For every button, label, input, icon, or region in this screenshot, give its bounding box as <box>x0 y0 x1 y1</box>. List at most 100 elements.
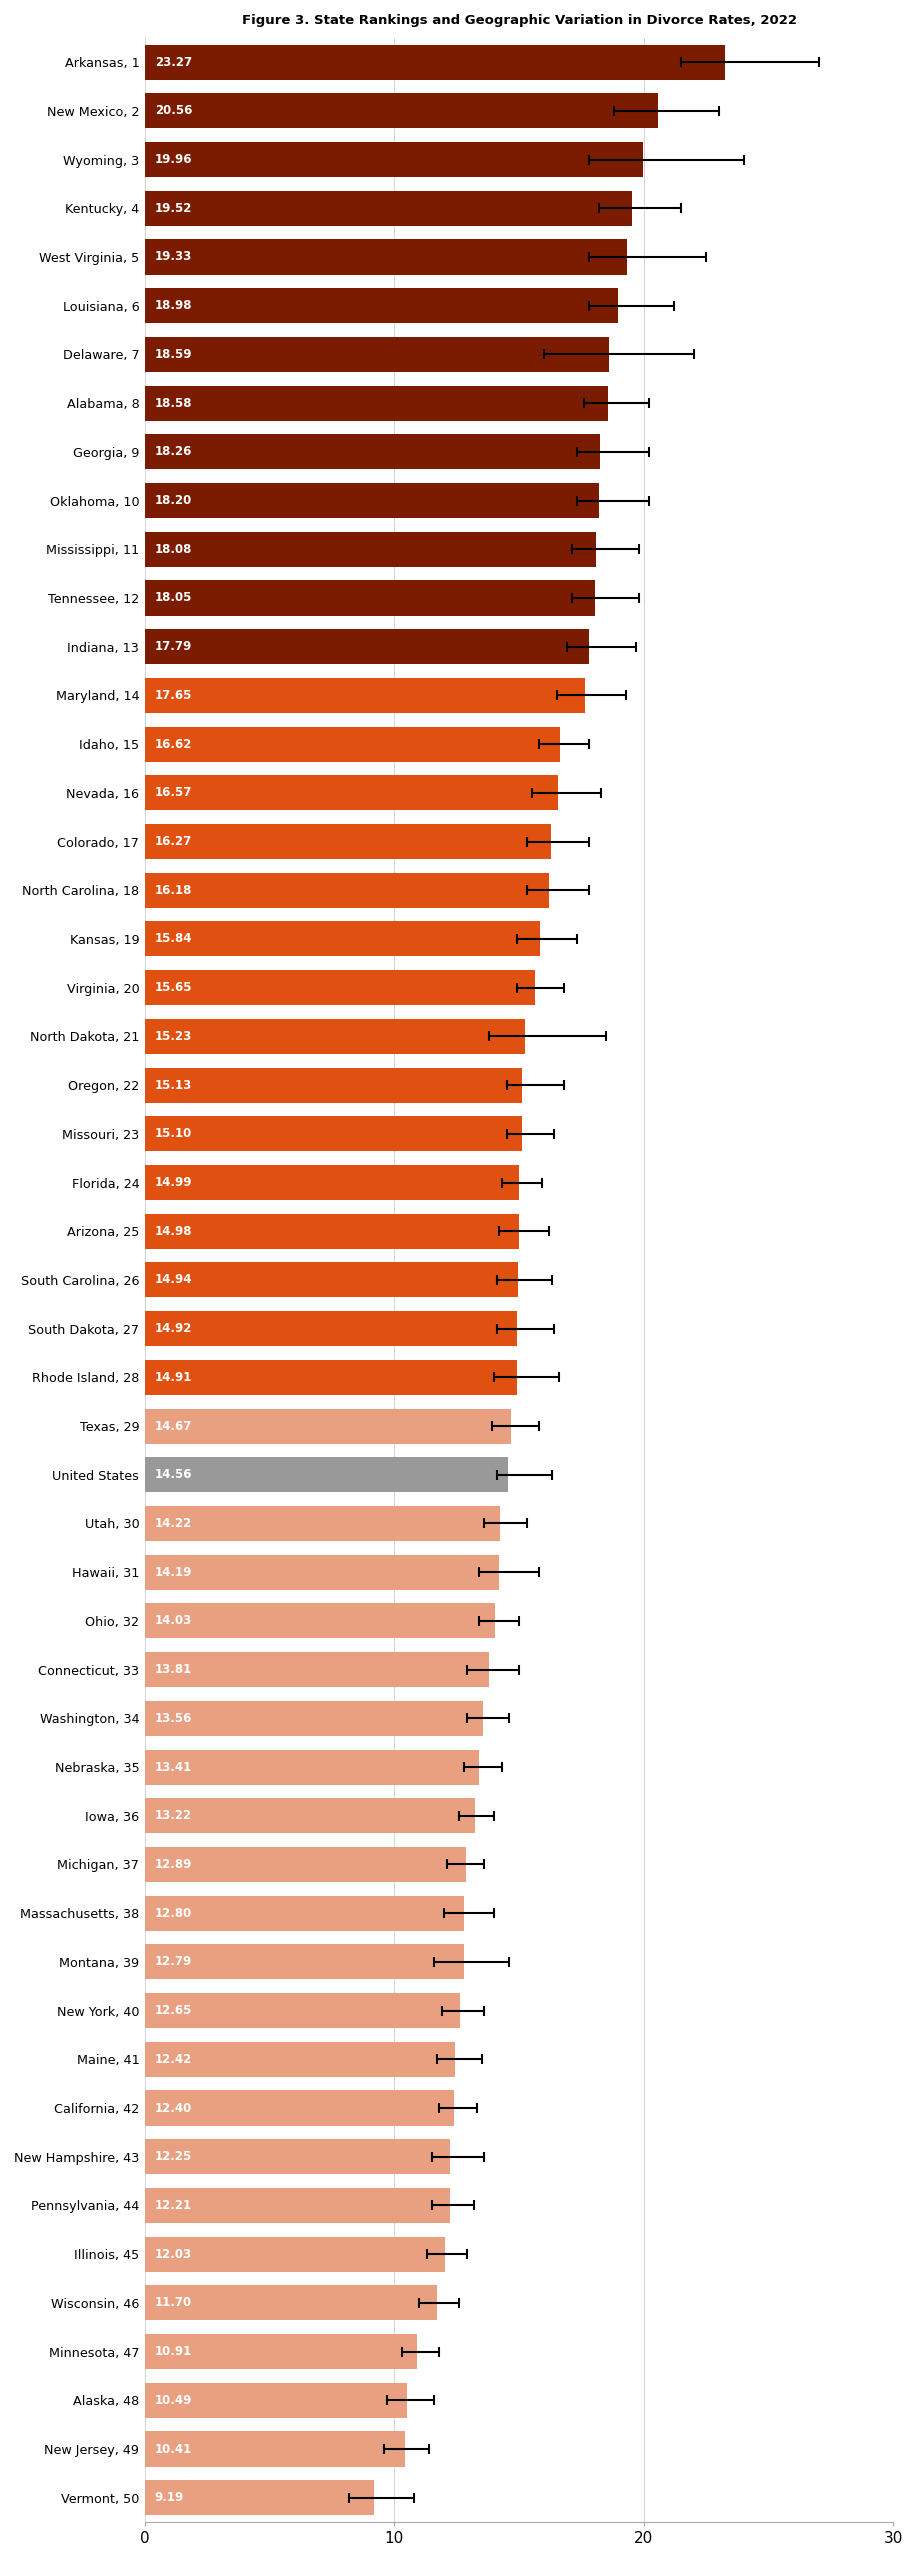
Text: 12.65: 12.65 <box>155 2004 193 2017</box>
Title: Figure 3. State Rankings and Geographic Variation in Divorce Rates, 2022: Figure 3. State Rankings and Geographic … <box>241 13 797 28</box>
Bar <box>145 141 643 177</box>
Bar <box>145 1700 483 1736</box>
Text: 12.21: 12.21 <box>155 2199 192 2212</box>
Bar <box>145 1165 519 1201</box>
Bar <box>145 1408 511 1444</box>
Bar <box>145 1505 500 1541</box>
Text: 10.49: 10.49 <box>155 2394 193 2406</box>
Bar <box>145 2481 374 2516</box>
Text: 15.84: 15.84 <box>155 932 193 945</box>
Text: 14.92: 14.92 <box>155 1321 193 1336</box>
Text: 18.26: 18.26 <box>155 445 193 458</box>
Text: 18.08: 18.08 <box>155 543 193 556</box>
Bar <box>145 44 725 79</box>
Bar <box>145 776 558 812</box>
Text: 15.23: 15.23 <box>155 1029 192 1042</box>
Bar <box>145 289 618 323</box>
Text: 13.56: 13.56 <box>155 1713 193 1725</box>
Text: 14.03: 14.03 <box>155 1615 192 1628</box>
Bar <box>145 2140 450 2173</box>
Bar <box>145 1213 519 1249</box>
Text: 14.98: 14.98 <box>155 1224 193 1236</box>
Text: 12.03: 12.03 <box>155 2248 192 2260</box>
Bar <box>145 581 595 614</box>
Text: 14.56: 14.56 <box>155 1469 193 1482</box>
Bar <box>145 2043 455 2076</box>
Bar <box>145 678 585 712</box>
Bar <box>145 92 657 128</box>
Bar <box>145 338 609 371</box>
Text: 17.79: 17.79 <box>155 640 192 653</box>
Bar <box>145 387 609 420</box>
Text: 16.27: 16.27 <box>155 835 192 847</box>
Text: 20.56: 20.56 <box>155 105 193 118</box>
Text: 9.19: 9.19 <box>155 2491 184 2504</box>
Bar <box>145 1748 480 1784</box>
Bar <box>145 192 632 225</box>
Text: 10.41: 10.41 <box>155 2442 192 2455</box>
Text: 15.13: 15.13 <box>155 1078 192 1091</box>
Bar <box>145 630 589 663</box>
Text: 12.40: 12.40 <box>155 2102 192 2115</box>
Bar <box>145 1359 517 1395</box>
Text: 14.91: 14.91 <box>155 1370 193 1385</box>
Bar <box>145 727 559 763</box>
Bar <box>145 2237 445 2271</box>
Bar <box>145 2432 404 2465</box>
Bar <box>145 241 627 274</box>
Bar <box>145 1797 475 1833</box>
Bar <box>145 1946 464 1979</box>
Bar <box>145 1457 508 1492</box>
Text: 18.98: 18.98 <box>155 300 193 312</box>
Bar <box>145 1554 499 1590</box>
Bar <box>145 1994 460 2028</box>
Bar <box>145 2286 436 2319</box>
Bar <box>145 1019 525 1055</box>
Text: 12.80: 12.80 <box>155 1907 192 1920</box>
Text: 14.19: 14.19 <box>155 1567 193 1580</box>
Text: 13.81: 13.81 <box>155 1664 192 1677</box>
Text: 12.89: 12.89 <box>155 1859 193 1871</box>
Text: 19.96: 19.96 <box>155 154 193 166</box>
Bar <box>145 1894 464 1930</box>
Text: 14.22: 14.22 <box>155 1518 192 1531</box>
Text: 14.99: 14.99 <box>155 1175 193 1188</box>
Bar <box>145 435 601 468</box>
Text: 12.79: 12.79 <box>155 1956 192 1969</box>
Bar <box>145 922 540 957</box>
Text: 19.33: 19.33 <box>155 251 192 264</box>
Text: 13.22: 13.22 <box>155 1810 192 1823</box>
Text: 14.67: 14.67 <box>155 1421 193 1434</box>
Text: 15.65: 15.65 <box>155 980 193 993</box>
Text: 17.65: 17.65 <box>155 689 193 701</box>
Text: 18.20: 18.20 <box>155 494 192 507</box>
Text: 18.58: 18.58 <box>155 397 193 410</box>
Text: 14.94: 14.94 <box>155 1272 193 1288</box>
Bar <box>145 1651 490 1687</box>
Text: 18.05: 18.05 <box>155 591 193 604</box>
Text: 18.59: 18.59 <box>155 348 193 361</box>
Text: 10.91: 10.91 <box>155 2345 192 2358</box>
Text: 12.42: 12.42 <box>155 2053 192 2066</box>
Bar <box>145 1068 523 1103</box>
Text: 16.18: 16.18 <box>155 883 193 896</box>
Text: 11.70: 11.70 <box>155 2296 192 2309</box>
Bar <box>145 2189 449 2222</box>
Bar <box>145 2383 406 2417</box>
Bar <box>145 2092 454 2125</box>
Bar <box>145 2335 417 2368</box>
Text: 15.10: 15.10 <box>155 1126 192 1139</box>
Bar <box>145 970 536 1006</box>
Bar <box>145 1116 522 1152</box>
Bar <box>145 1603 495 1638</box>
Bar <box>145 1262 517 1298</box>
Bar <box>145 484 599 517</box>
Bar <box>145 1846 467 1882</box>
Text: 16.62: 16.62 <box>155 737 193 750</box>
Text: 13.41: 13.41 <box>155 1761 192 1774</box>
Text: 19.52: 19.52 <box>155 202 193 215</box>
Text: 23.27: 23.27 <box>155 56 192 69</box>
Text: 16.57: 16.57 <box>155 786 193 799</box>
Bar <box>145 873 548 909</box>
Bar <box>145 532 596 566</box>
